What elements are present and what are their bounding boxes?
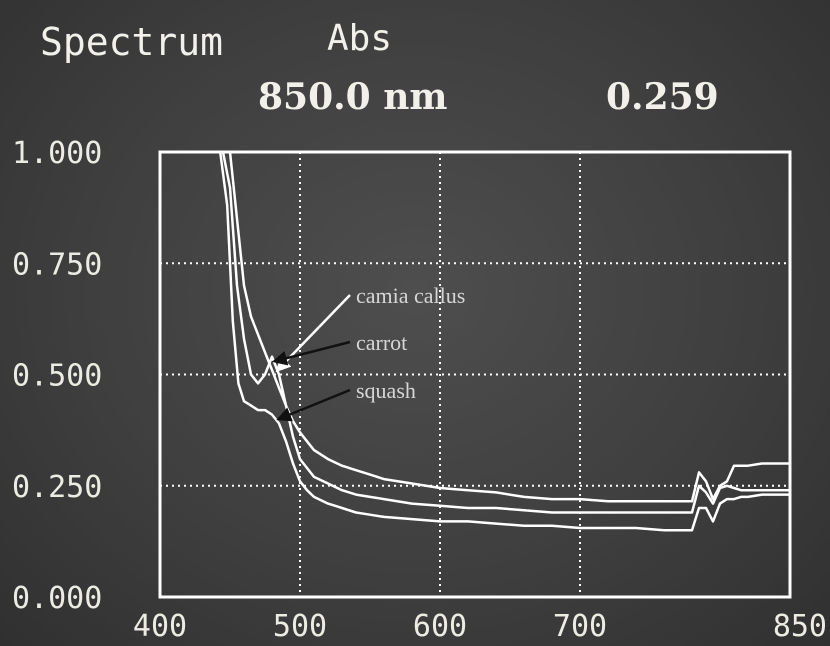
y-tick-label: 0.750 [12,247,102,282]
x-tick-label: 700 [553,609,607,644]
spectrum-title: Spectrum [40,20,224,64]
absorbance-readout: 0.259 [606,76,719,118]
annotation-label-squash: squash [356,378,416,403]
y-tick-label: 0.250 [12,470,102,505]
series-line-squash [218,151,790,532]
x-tick-label: 850 [773,609,827,644]
wavelength-readout: 850.0 nm [258,76,448,118]
x-tick-label: 400 [133,609,187,644]
x-tick-label: 600 [413,609,467,644]
annotation-arrow-carrot [271,340,351,366]
y-tick-label: 1.000 [12,136,102,171]
annotation-label-carrot: carrot [356,330,407,355]
x-tick-label: 500 [273,609,327,644]
y-tick-label: 0.000 [12,581,102,616]
series-line-camia-callus [223,150,790,503]
series-line-carrot [221,151,790,514]
mode-label: Abs [327,18,393,59]
annotation-arrow-squash [276,388,351,422]
y-tick-label: 0.500 [12,359,102,394]
annotation-label-camia-callus: camia callus [356,283,465,308]
